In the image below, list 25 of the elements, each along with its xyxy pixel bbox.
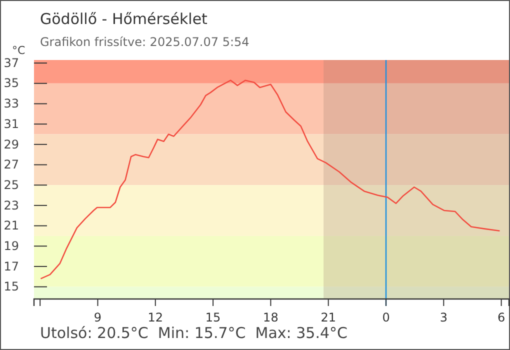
y-tick-label: 33 — [4, 96, 19, 111]
y-tick-label: 29 — [4, 137, 19, 152]
y-tick-label: 15 — [4, 280, 19, 294]
x-tick-label: 18 — [263, 310, 278, 325]
y-tick-label: 19 — [4, 238, 19, 253]
x-tick-label: 0 — [382, 310, 390, 325]
x-tick-label: 12 — [148, 310, 164, 325]
x-tick-label: 9 — [94, 310, 102, 325]
y-tick-label: 25 — [4, 178, 19, 192]
chart-title: Gödöllő - Hőmérséklet — [40, 10, 208, 28]
x-tick-label: 3 — [440, 310, 448, 325]
text: Utolsó: 20.5°C Min: 15.7°C Max: 35.4°C — [40, 324, 348, 342]
y-tick-label: 21 — [4, 218, 19, 233]
y-tick-label: 17 — [4, 259, 19, 274]
x-tick-label: 6 — [497, 310, 506, 325]
y-axis-title: °C — [12, 44, 26, 57]
y-tick-label: 23 — [4, 198, 19, 212]
y-tick-label: 27 — [4, 158, 19, 172]
x-tick-label: 15 — [205, 310, 221, 325]
y-tick-label: 31 — [4, 116, 19, 131]
x-tick-label: 21 — [320, 310, 336, 325]
y-tick-label: 37 — [4, 56, 19, 70]
chart-subtitle: Grafikon frissítve: 2025.07.07 5:54 — [40, 35, 250, 49]
line-series — [40, 80, 500, 280]
y-tick-label: 35 — [4, 76, 19, 90]
